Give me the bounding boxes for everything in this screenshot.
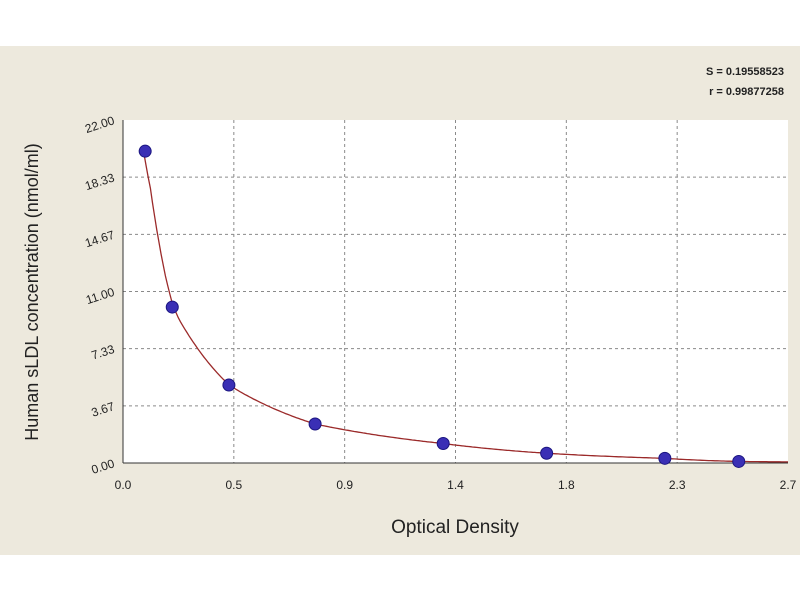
- data-point: [308, 417, 322, 431]
- fit-r-value: r = 0.99877258: [709, 86, 784, 98]
- axes: [122, 120, 788, 464]
- x-tick-label: 2.3: [669, 478, 686, 492]
- x-tick-label: 2.7: [780, 478, 797, 492]
- x-tick-label: 1.4: [447, 478, 464, 492]
- y-axis-label: Human sLDL concentration (nmol/ml): [22, 143, 42, 440]
- y-tick-label: 11.00: [84, 285, 116, 307]
- x-tick-label: 1.8: [558, 478, 575, 492]
- data-point: [658, 451, 672, 465]
- y-tick-label: 14.67: [83, 228, 116, 251]
- fit-curve: [143, 153, 788, 463]
- grid: [123, 120, 788, 463]
- x-tick-label: 0.0: [115, 478, 132, 492]
- y-tick-label: 3.67: [90, 399, 117, 420]
- y-tick-label: 7.33: [90, 342, 117, 363]
- y-tick-label: 18.33: [83, 170, 116, 193]
- x-axis-label: Optical Density: [391, 517, 519, 538]
- fit-s-value: S = 0.19558523: [706, 66, 784, 78]
- y-tick-label: 0.00: [90, 456, 117, 477]
- data-point: [540, 446, 554, 460]
- y-tick-labels: 0.00 3.67 7.33 11.00 14.67 18.33 22.00: [83, 113, 116, 477]
- data-point: [732, 454, 746, 468]
- data-point: [138, 144, 152, 158]
- x-tick-label: 0.9: [336, 478, 353, 492]
- data-point: [222, 378, 236, 392]
- data-point: [436, 437, 450, 451]
- data-points: [138, 144, 746, 468]
- y-tick-label: 22.00: [83, 113, 116, 136]
- data-point: [165, 300, 179, 314]
- x-tick-label: 0.5: [225, 478, 242, 492]
- x-tick-labels: 0.0 0.5 0.9 1.4 1.8 2.3 2.7: [115, 478, 797, 492]
